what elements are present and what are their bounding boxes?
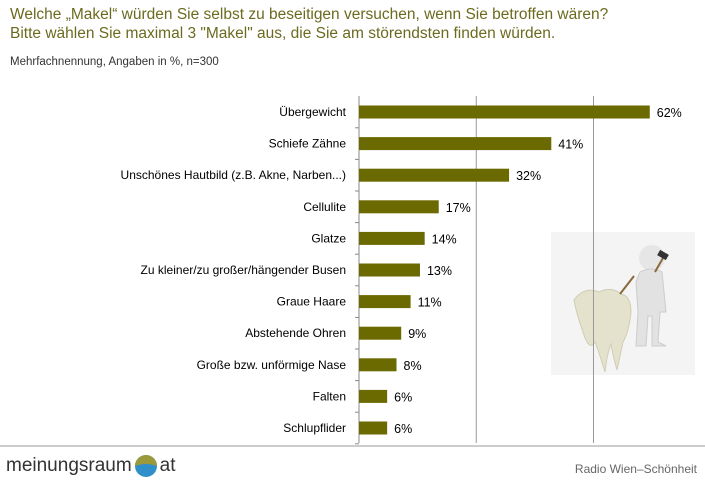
bar — [359, 263, 420, 277]
bar — [359, 421, 388, 435]
value-label: 14% — [432, 232, 457, 246]
bar — [359, 358, 397, 372]
value-label: 13% — [427, 264, 452, 278]
source-label: Radio Wien–Schönheit — [574, 462, 697, 476]
bar — [359, 105, 650, 119]
bar — [359, 295, 411, 309]
chart-title-line2: Bitte wählen Sie maximal 3 "Makel" aus, … — [10, 25, 556, 42]
category-label: Abstehende Ohren — [245, 326, 346, 340]
chart-subtitle: Mehrfachnennung, Angaben in %, n=300 — [10, 56, 219, 68]
bar — [359, 137, 552, 151]
bar — [359, 168, 510, 182]
category-label: Schiefe Zähne — [269, 137, 347, 151]
category-label: Graue Haare — [277, 295, 347, 309]
value-label: 41% — [558, 138, 583, 152]
product-image — [551, 232, 695, 375]
value-label: 32% — [516, 169, 541, 183]
globe-icon — [134, 455, 157, 477]
value-label: 62% — [657, 106, 682, 120]
category-label: Schlupflider — [283, 421, 346, 435]
category-label: Falten — [313, 389, 346, 403]
bar — [359, 231, 425, 245]
meinungsraum-logo: meinungsraum at — [6, 454, 176, 478]
logo-text: meinungsraum — [6, 455, 132, 476]
category-label: Unschönes Hautbild (z.B. Akne, Narben...… — [121, 168, 346, 182]
logo-text-at: at — [159, 455, 176, 476]
category-label: Glatze — [311, 231, 346, 245]
category-label: Cellulite — [303, 200, 346, 214]
chart-title: Welche „Makel“ würden Sie selbst zu bese… — [10, 6, 609, 23]
category-label: Große bzw. unförmige Nase — [197, 358, 347, 372]
category-label: Übergewicht — [279, 105, 346, 119]
value-label: 6% — [394, 390, 412, 404]
bar — [359, 389, 388, 403]
value-label: 9% — [408, 327, 426, 341]
category-label: Zu kleiner/zu großer/hängender Busen — [141, 263, 346, 277]
bar — [359, 326, 402, 340]
value-label: 6% — [394, 422, 412, 436]
value-label: 8% — [404, 359, 422, 373]
bar — [359, 200, 439, 214]
value-label: 17% — [446, 201, 471, 215]
value-label: 11% — [418, 296, 442, 310]
